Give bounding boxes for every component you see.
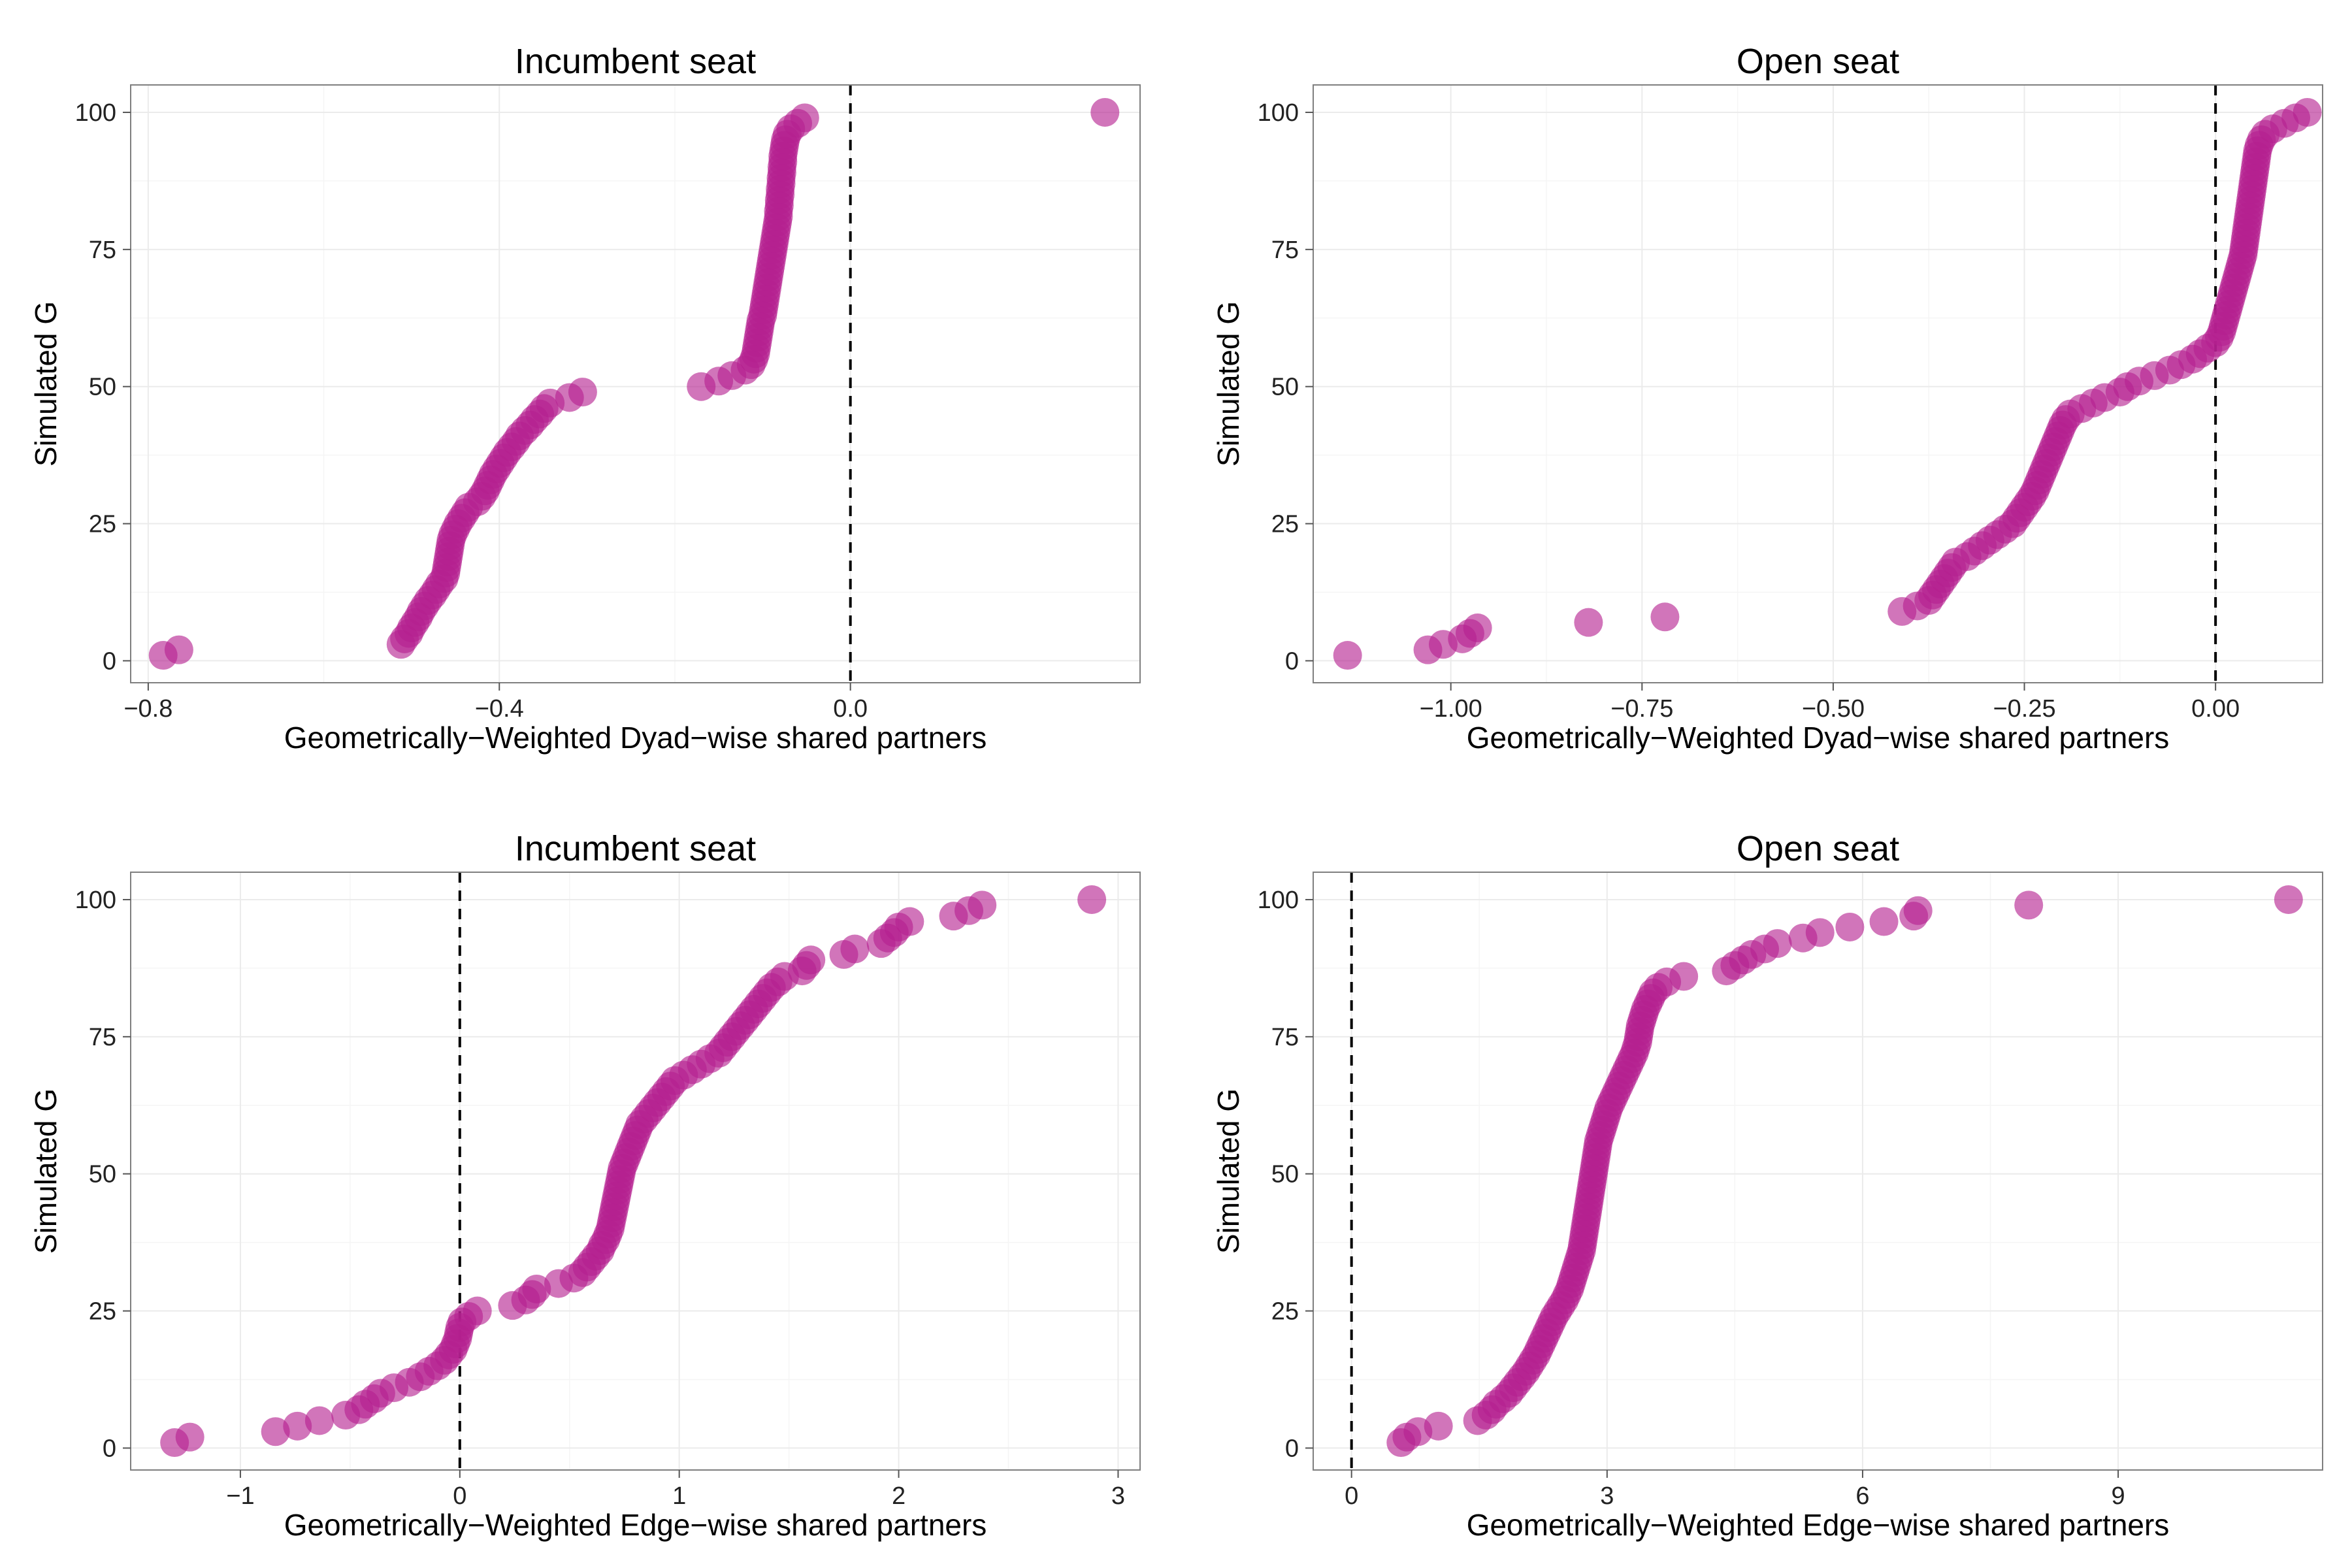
y-tick-label: 50 xyxy=(1271,1161,1299,1188)
y-tick-label: 50 xyxy=(1271,374,1299,401)
data-point xyxy=(840,934,870,964)
data-point xyxy=(1424,1411,1453,1441)
x-tick-label: 6 xyxy=(1855,1482,1869,1510)
x-tick-label: 3 xyxy=(1600,1482,1614,1510)
y-tick-label: 0 xyxy=(103,1435,116,1462)
data-point xyxy=(2274,885,2303,914)
y-tick-label: 0 xyxy=(1285,1435,1299,1462)
x-tick-label: −1 xyxy=(226,1482,254,1510)
chart-title: Open seat xyxy=(1737,42,1899,81)
x-tick-label: 3 xyxy=(1111,1482,1125,1510)
data-point xyxy=(796,945,826,975)
data-point xyxy=(968,890,997,920)
data-point xyxy=(1463,613,1492,643)
y-tick-label: 25 xyxy=(89,1298,116,1326)
y-axis-label: Simulated G xyxy=(1211,301,1245,466)
y-tick-label: 0 xyxy=(103,647,116,675)
data-point xyxy=(1650,602,1680,632)
y-tick-label: 75 xyxy=(89,1024,116,1051)
y-tick-label: 25 xyxy=(1271,1298,1299,1326)
chart-title: Incumbent seat xyxy=(515,829,756,868)
x-axis-label: Geometrically−Weighted Dyad−wise shared … xyxy=(284,721,987,755)
x-tick-label: 0 xyxy=(453,1482,466,1510)
x-tick-label: −1.00 xyxy=(1420,695,1482,723)
x-axis-label: Geometrically−Weighted Edge−wise shared … xyxy=(284,1508,987,1542)
plot-border xyxy=(130,84,1141,683)
x-tick-label: −0.75 xyxy=(1610,695,1673,723)
data-point xyxy=(304,1406,334,1435)
x-tick-label: 0 xyxy=(1345,1482,1358,1510)
y-tick-label: 25 xyxy=(1271,511,1299,538)
y-tick-label: 100 xyxy=(1258,99,1299,127)
x-axis-label: Geometrically−Weighted Dyad−wise shared … xyxy=(1467,721,2170,755)
data-point xyxy=(1805,918,1835,947)
x-tick-label: 2 xyxy=(892,1482,906,1510)
data-point xyxy=(2014,890,2044,920)
y-tick-label: 100 xyxy=(75,887,116,914)
x-tick-label: 0.00 xyxy=(2191,695,2240,723)
data-point xyxy=(1333,641,1362,670)
data-point xyxy=(164,635,193,664)
y-tick-label: 75 xyxy=(1271,1024,1299,1051)
chart-panel-4: 0 3 6 9 0 25 50 75 100 Open seat Geometrically−Wei… xyxy=(1211,829,2323,1542)
y-tick-label: 100 xyxy=(75,99,116,127)
y-tick-label: 75 xyxy=(89,237,116,264)
x-tick-label: 9 xyxy=(2112,1482,2125,1510)
y-tick-label: 75 xyxy=(1271,237,1299,264)
data-point xyxy=(1835,912,1865,941)
x-tick-label: 1 xyxy=(672,1482,686,1510)
y-tick-label: 0 xyxy=(1285,647,1299,675)
plot-border xyxy=(130,872,1141,1471)
data-point xyxy=(522,1274,551,1303)
data-point xyxy=(1090,97,1120,127)
data-point xyxy=(175,1422,204,1452)
x-axis-label: Geometrically−Weighted Edge−wise shared … xyxy=(1467,1508,2170,1542)
data-point xyxy=(895,907,924,936)
data-point xyxy=(283,1411,312,1441)
data-point xyxy=(1869,907,1899,936)
data-point xyxy=(790,103,819,133)
data-point xyxy=(1763,929,1792,958)
y-tick-label: 50 xyxy=(89,1161,116,1188)
plot-area xyxy=(130,84,1141,683)
y-tick-label: 25 xyxy=(89,511,116,538)
y-tick-label: 50 xyxy=(89,374,116,401)
chart-panel-2: −1.00 −0.75 −0.50 −0.25 0.00 0 25 50 75 100 Open s… xyxy=(1211,42,2323,755)
data-point xyxy=(1903,896,1933,925)
plot-border xyxy=(1313,84,2323,683)
x-tick-label: −0.8 xyxy=(123,695,172,723)
data-point xyxy=(568,378,597,407)
data-point xyxy=(463,1296,492,1326)
plot-border xyxy=(1313,872,2323,1471)
x-tick-label: −0.25 xyxy=(1993,695,2055,723)
y-tick-label: 100 xyxy=(1258,887,1299,914)
x-tick-label: 0.0 xyxy=(833,695,868,723)
chart-title: Incumbent seat xyxy=(515,42,756,81)
chart-panel-3: −1 0 1 2 3 0 25 50 75 100 Incumbent seat Geometrica… xyxy=(29,829,1141,1542)
y-axis-label: Simulated G xyxy=(29,301,63,466)
data-point xyxy=(2293,97,2322,127)
chart-panel-1: −0.8 −0.4 0.0 0 25 50 75 100 Incumbent seat Geome… xyxy=(29,42,1141,755)
chart-title: Open seat xyxy=(1737,829,1899,868)
data-point xyxy=(1669,962,1699,991)
x-tick-label: −0.50 xyxy=(1802,695,1865,723)
data-point xyxy=(1077,885,1107,914)
data-point xyxy=(1574,608,1603,637)
plot-area xyxy=(1313,872,2323,1471)
y-axis-label: Simulated G xyxy=(29,1088,63,1254)
data-point xyxy=(261,1417,290,1446)
y-axis-label: Simulated G xyxy=(1211,1088,1245,1254)
x-tick-label: −0.4 xyxy=(475,695,524,723)
